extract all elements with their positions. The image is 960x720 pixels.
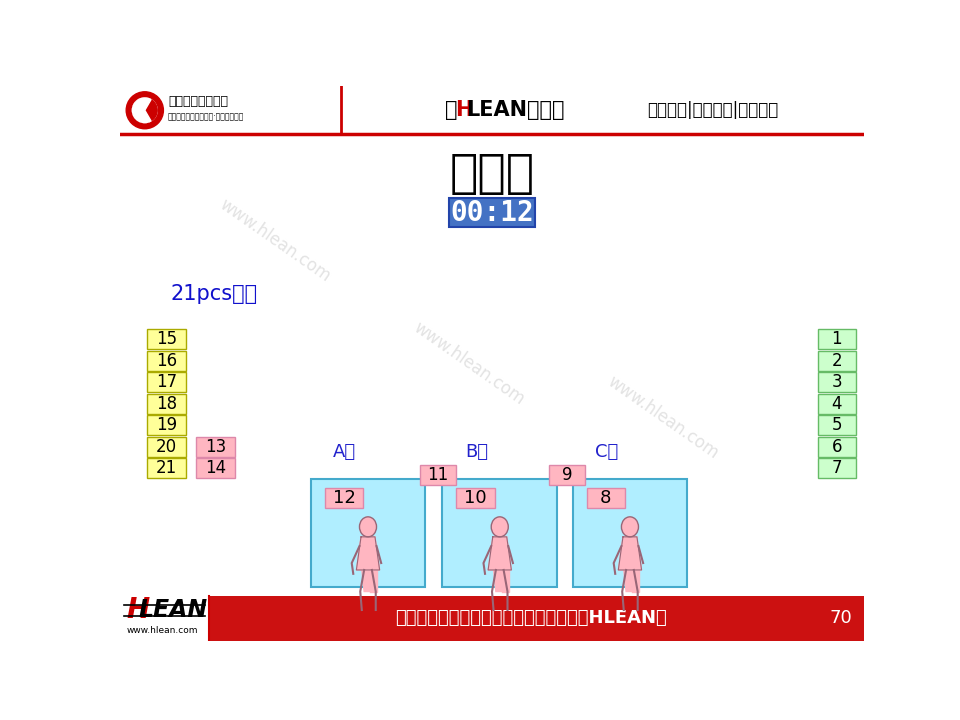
Text: 13: 13 (204, 438, 226, 456)
Bar (147, 351, 186, 371)
Ellipse shape (359, 517, 376, 537)
Bar (147, 394, 186, 414)
Polygon shape (369, 570, 377, 592)
Bar (147, 372, 186, 392)
Text: 4: 4 (831, 395, 842, 413)
Text: 10: 10 (465, 490, 487, 508)
Text: 16: 16 (156, 351, 177, 369)
Bar (120, 86, 864, 134)
Bar (420, 465, 456, 485)
Bar (818, 372, 856, 392)
Bar (572, 479, 687, 587)
Polygon shape (500, 570, 509, 592)
Text: www.hlean.com: www.hlean.com (410, 318, 528, 409)
Bar (449, 198, 535, 228)
Bar (324, 488, 363, 508)
Bar (549, 465, 585, 485)
Bar (120, 596, 209, 641)
Bar (120, 86, 341, 134)
Text: www.hlean.com: www.hlean.com (126, 626, 198, 634)
Bar (818, 351, 856, 371)
Text: 3: 3 (831, 373, 842, 391)
Text: B站: B站 (465, 443, 488, 461)
Text: www.hlean.com: www.hlean.com (216, 195, 334, 285)
Polygon shape (356, 537, 379, 570)
Text: 做行业标杆，找精弘益；要幸福高效，用HLEAN！: 做行业标杆，找精弘益；要幸福高效，用HLEAN！ (395, 609, 666, 627)
Bar (818, 394, 856, 414)
Text: A站: A站 (333, 443, 356, 461)
Text: 2: 2 (831, 351, 842, 369)
Text: H: H (126, 596, 150, 624)
Text: 00:12: 00:12 (450, 199, 534, 227)
Polygon shape (362, 570, 371, 592)
Text: LEAN学堂】: LEAN学堂】 (466, 100, 564, 120)
Text: 中国先进精益管理体系·智能制造系统: 中国先进精益管理体系·智能制造系统 (168, 113, 245, 122)
Text: 20: 20 (156, 438, 177, 456)
Bar (196, 459, 234, 478)
Bar (147, 437, 186, 456)
Polygon shape (618, 537, 641, 570)
Text: 精益生产|智能制造|管理前沿: 精益生产|智能制造|管理前沿 (647, 102, 779, 120)
Text: 17: 17 (156, 373, 177, 391)
Text: 7: 7 (831, 459, 842, 477)
Text: 9: 9 (562, 467, 572, 485)
Text: C站: C站 (595, 443, 618, 461)
Bar (196, 437, 234, 456)
Bar (443, 479, 557, 587)
Text: 18: 18 (156, 395, 177, 413)
Text: 单件流: 单件流 (449, 153, 535, 197)
Bar (818, 437, 856, 456)
Text: 5: 5 (831, 416, 842, 434)
Text: 【: 【 (445, 100, 458, 120)
Text: 6: 6 (831, 438, 842, 456)
Text: 11: 11 (427, 467, 448, 485)
Circle shape (132, 98, 157, 122)
Text: 21: 21 (156, 459, 178, 477)
Polygon shape (493, 570, 502, 592)
Text: 1: 1 (831, 330, 842, 348)
Bar (311, 479, 425, 587)
Bar (147, 415, 186, 435)
Bar (147, 329, 186, 349)
Text: 精益生产促进中心: 精益生产促进中心 (168, 95, 228, 108)
Text: 14: 14 (204, 459, 226, 477)
Circle shape (126, 91, 163, 129)
Polygon shape (624, 570, 633, 592)
Text: 12: 12 (332, 490, 355, 508)
Polygon shape (488, 537, 512, 570)
Ellipse shape (621, 517, 638, 537)
Text: 70: 70 (829, 609, 852, 627)
Bar (587, 488, 625, 508)
Text: 8: 8 (600, 490, 612, 508)
Bar (120, 596, 864, 641)
Bar (456, 488, 495, 508)
Text: LEAN: LEAN (138, 598, 207, 622)
Text: H: H (456, 100, 473, 120)
Wedge shape (132, 98, 151, 122)
Text: www.hlean.com: www.hlean.com (604, 372, 722, 462)
Text: 21pcs产品: 21pcs产品 (170, 284, 257, 305)
Polygon shape (631, 570, 639, 592)
Text: 19: 19 (156, 416, 177, 434)
Bar (818, 415, 856, 435)
Ellipse shape (492, 517, 508, 537)
Circle shape (132, 98, 157, 122)
Text: 15: 15 (156, 330, 177, 348)
Bar (818, 459, 856, 478)
Bar (818, 329, 856, 349)
Bar (147, 459, 186, 478)
